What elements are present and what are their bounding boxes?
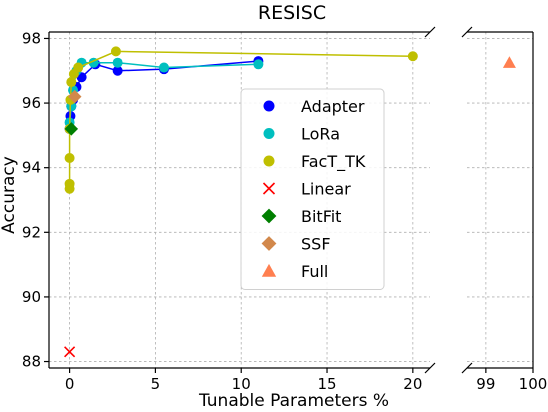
legend-entry: Adapter [263,97,365,116]
series-line [68,50,413,189]
x-tick-label: 15 [317,375,336,393]
data-point [502,56,516,68]
data-point [110,46,121,57]
y-tick-label: 88 [22,353,41,371]
legend-label: FacT_TK [301,152,366,172]
legend-marker [263,155,275,167]
x-tick-label: 20 [403,375,422,393]
y-tick-label: 96 [22,94,41,112]
legend: Adapter LoRa FacT_TK Linear BitFit SSF Full [240,88,385,290]
data-layer [64,46,516,358]
chart-title: RESISC [258,2,326,24]
legend-label: Full [301,262,328,281]
legend-entry: Linear [262,180,351,199]
data-point [407,51,418,62]
y-tick-label: 94 [22,159,41,177]
data-point [253,59,264,70]
legend-label: LoRa [301,125,340,144]
legend-label: Adapter [301,97,365,116]
data-point [73,62,84,73]
axes-layer: 0 5 10 15 20 99 100 88 90 92 94 96 98 [22,26,548,393]
axis-break-mark [461,362,473,374]
legend-entry: FacT_TK [263,152,366,172]
legend-marker [263,128,275,139]
legend-label: BitFit [301,207,341,226]
x-tick-label: 99 [476,375,495,393]
axis-break-mark [424,362,436,374]
x-tick-label: 0 [65,375,75,393]
legend-label: SSF [301,235,331,254]
x-tick-label: 5 [151,375,161,393]
legend-label: Linear [301,180,351,199]
data-point-stroke [64,346,76,358]
legend-entry: SSF [261,235,331,254]
y-tick-label: 92 [22,223,41,241]
legend-marker [262,182,276,195]
legend-box [240,88,385,290]
y-tick-label: 98 [22,29,41,47]
data-point [66,77,77,88]
data-point [64,178,75,189]
legend-marker [261,208,277,224]
x-tick-label: 100 [519,375,548,393]
data-point-stroke [262,182,276,195]
axis-break-mark [461,26,473,38]
data-point [112,57,123,68]
legend-marker [263,100,275,112]
data-point [64,153,75,163]
data-point [64,122,79,136]
legend-marker [261,263,277,277]
data-point [112,65,123,76]
x-tick-label: 10 [232,375,251,393]
data-point [158,62,169,73]
axis-break-mark [424,26,436,38]
legend-entry: LoRa [263,125,340,144]
x-axis-label: Tunable Parameters % [198,391,389,411]
data-point [67,89,82,104]
y-axis-label: Accuracy [0,156,19,234]
legend-marker [261,236,277,251]
y-tick-label: 90 [22,288,41,306]
legend-entry: Full [261,262,328,281]
data-point [64,346,76,358]
legend-entry: BitFit [261,207,341,226]
